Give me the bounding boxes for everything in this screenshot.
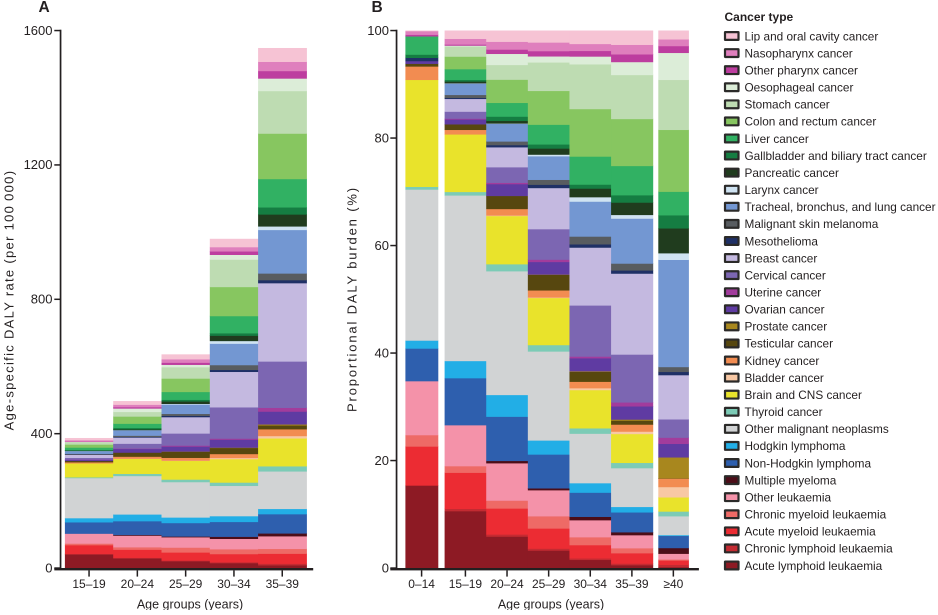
svg-text:Brain and CNS cancer: Brain and CNS cancer [745,388,862,402]
svg-text:Pancreatic cancer: Pancreatic cancer [745,166,839,180]
svg-text:Larynx cancer: Larynx cancer [745,183,819,197]
svg-text:Liver cancer: Liver cancer [745,132,809,146]
svg-text:Acute lymphoid leukaemia: Acute lymphoid leukaemia [745,559,883,573]
svg-text:Bladder cancer: Bladder cancer [745,371,824,385]
svg-text:Ovarian cancer: Ovarian cancer [745,303,825,317]
svg-text:Chronic myeloid leukaemia: Chronic myeloid leukaemia [745,508,887,522]
svg-text:15–19: 15–19 [449,577,483,591]
svg-text:Lip and oral cavity cancer: Lip and oral cavity cancer [745,29,879,43]
svg-text:1200: 1200 [24,157,53,172]
svg-text:Oesophageal cancer: Oesophageal cancer [745,81,854,95]
svg-text:Mesothelioma: Mesothelioma [745,234,819,248]
svg-text:Uterine cancer: Uterine cancer [745,286,822,300]
svg-text:Stomach cancer: Stomach cancer [745,98,830,112]
svg-text:Breast cancer: Breast cancer [745,251,818,265]
svg-text:800: 800 [31,292,53,307]
svg-text:Colon and rectum cancer: Colon and rectum cancer [745,115,877,129]
svg-text:40: 40 [375,345,389,360]
svg-text:Age-specific DALY rate (per 10: Age-specific DALY rate (per 100 000) [2,170,17,431]
svg-text:35–39: 35–39 [615,577,649,591]
svg-text:20–24: 20–24 [490,577,524,591]
svg-text:Testicular cancer: Testicular cancer [745,337,834,351]
svg-text:20: 20 [375,453,389,468]
svg-text:A: A [39,0,50,16]
svg-text:Other pharynx cancer: Other pharynx cancer [745,63,859,77]
svg-text:Other leukaemia: Other leukaemia [745,490,832,504]
svg-text:15–19: 15–19 [72,577,106,591]
svg-text:Tracheal, bronchus, and lung c: Tracheal, bronchus, and lung cancer [745,200,936,214]
svg-text:Acute myeloid leukaemia: Acute myeloid leukaemia [745,525,877,539]
svg-text:1600: 1600 [24,23,53,38]
svg-text:Age groups (years): Age groups (years) [137,598,243,610]
svg-text:Hodgkin lymphoma: Hodgkin lymphoma [745,439,846,453]
svg-text:Prostate cancer: Prostate cancer [745,320,828,334]
svg-text:20–24: 20–24 [121,577,155,591]
svg-text:Nasopharynx cancer: Nasopharynx cancer [745,46,853,60]
svg-text:0: 0 [45,560,52,575]
svg-text:35–39: 35–39 [266,577,300,591]
svg-text:Malignant skin melanoma: Malignant skin melanoma [745,217,879,231]
svg-text:Kidney cancer: Kidney cancer [745,354,820,368]
svg-text:Thyroid cancer: Thyroid cancer [745,405,823,419]
svg-text:30–34: 30–34 [574,577,608,591]
svg-text:30–34: 30–34 [217,577,251,591]
svg-text:Other malignant neoplasms: Other malignant neoplasms [745,422,889,436]
svg-text:Gallbladder and biliary tract: Gallbladder and biliary tract cancer [745,149,927,163]
svg-text:Cervical cancer: Cervical cancer [745,268,826,282]
svg-text:B: B [372,0,383,16]
svg-text:Chronic lymphoid leukaemia: Chronic lymphoid leukaemia [745,542,894,556]
svg-text:0: 0 [382,560,389,575]
svg-text:25–29: 25–29 [169,577,203,591]
svg-text:Proportional DALY burden (%): Proportional DALY burden (%) [345,186,360,412]
svg-text:Cancer type: Cancer type [725,10,794,24]
svg-text:Multiple myeloma: Multiple myeloma [745,473,837,487]
svg-text:Non-Hodgkin lymphoma: Non-Hodgkin lymphoma [745,456,872,470]
svg-text:0–14: 0–14 [408,577,435,591]
svg-text:60: 60 [375,238,389,253]
svg-text:100: 100 [367,23,389,38]
svg-text:Age groups (years): Age groups (years) [498,598,604,610]
svg-text:≥40: ≥40 [663,577,683,591]
svg-text:80: 80 [375,130,389,145]
svg-text:400: 400 [31,426,53,441]
svg-text:25–29: 25–29 [532,577,566,591]
